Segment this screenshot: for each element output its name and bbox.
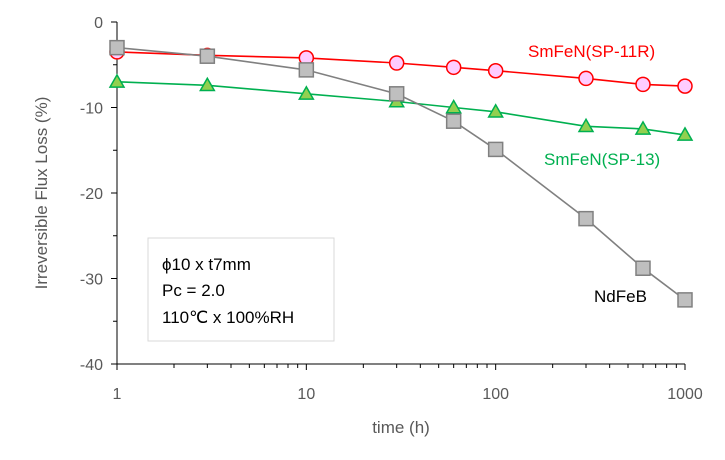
data-point-smfen-sp-11r [388,55,405,71]
data-point-ndfeb [298,62,315,78]
data-point-smfen-sp-13 [634,120,652,135]
data-point-ndfeb [578,210,594,227]
data-point-smfen-sp-13 [577,117,595,133]
annotation-line-condition: 110℃ x 100%RH [162,308,294,327]
data-point-smfen-sp-13 [108,73,126,88]
data-point-smfen-sp-13 [445,98,462,114]
data-point-smfen-sp-13 [298,85,315,100]
series-label-smfen-sp-11r: SmFeN(SP-11R) [528,42,655,61]
y-tick-label: 0 [94,15,103,32]
data-point-smfen-sp-11r [578,70,594,87]
data-point-smfen-sp-11r [445,59,462,76]
data-point-smfen-sp-13 [487,103,504,118]
data-point-smfen-sp-11r [635,76,651,93]
data-point-ndfeb [487,141,504,158]
annotation-line-pc: Pc = 2.0 [162,281,225,300]
y-tick-label: -10 [80,101,103,118]
data-point-ndfeb [677,292,693,308]
series-label-smfen-sp-13: SmFeN(SP-13) [544,150,660,169]
y-tick-label: -30 [80,272,103,289]
data-point-ndfeb [199,48,216,64]
data-point-ndfeb [635,260,651,276]
annotation-line-dimensions: ϕ10 x t7mm [162,255,251,274]
data-point-smfen-sp-11r [487,62,504,79]
y-tick-label: -40 [80,357,103,374]
series-labels: SmFeN(SP-11R) SmFeN(SP-13) NdFeB [528,42,660,306]
data-point-ndfeb [445,113,462,129]
axes: 0 -10 -20 -30 -40 1 10 100 1000 [80,15,703,403]
data-point-smfen-sp-13 [199,76,216,92]
x-tick-label: 10 [297,386,315,403]
data-point-ndfeb [109,39,125,56]
x-axis-title: time (h) [372,418,430,437]
x-tick-label: 100 [482,386,509,403]
x-tick-label: 1000 [667,386,703,403]
annotation-box: ϕ10 x t7mm Pc = 2.0 110℃ x 100%RH [147,237,335,342]
y-axis-title: Irreversible Flux Loss (%) [32,97,51,290]
data-point-ndfeb [388,86,405,102]
series-label-ndfeb: NdFeB [594,287,647,306]
data-point-smfen-sp-13 [676,126,694,141]
y-tick-label: -20 [80,186,103,203]
x-tick-label: 1 [113,386,122,403]
plot-series [108,39,694,308]
data-point-smfen-sp-11r [677,78,693,94]
